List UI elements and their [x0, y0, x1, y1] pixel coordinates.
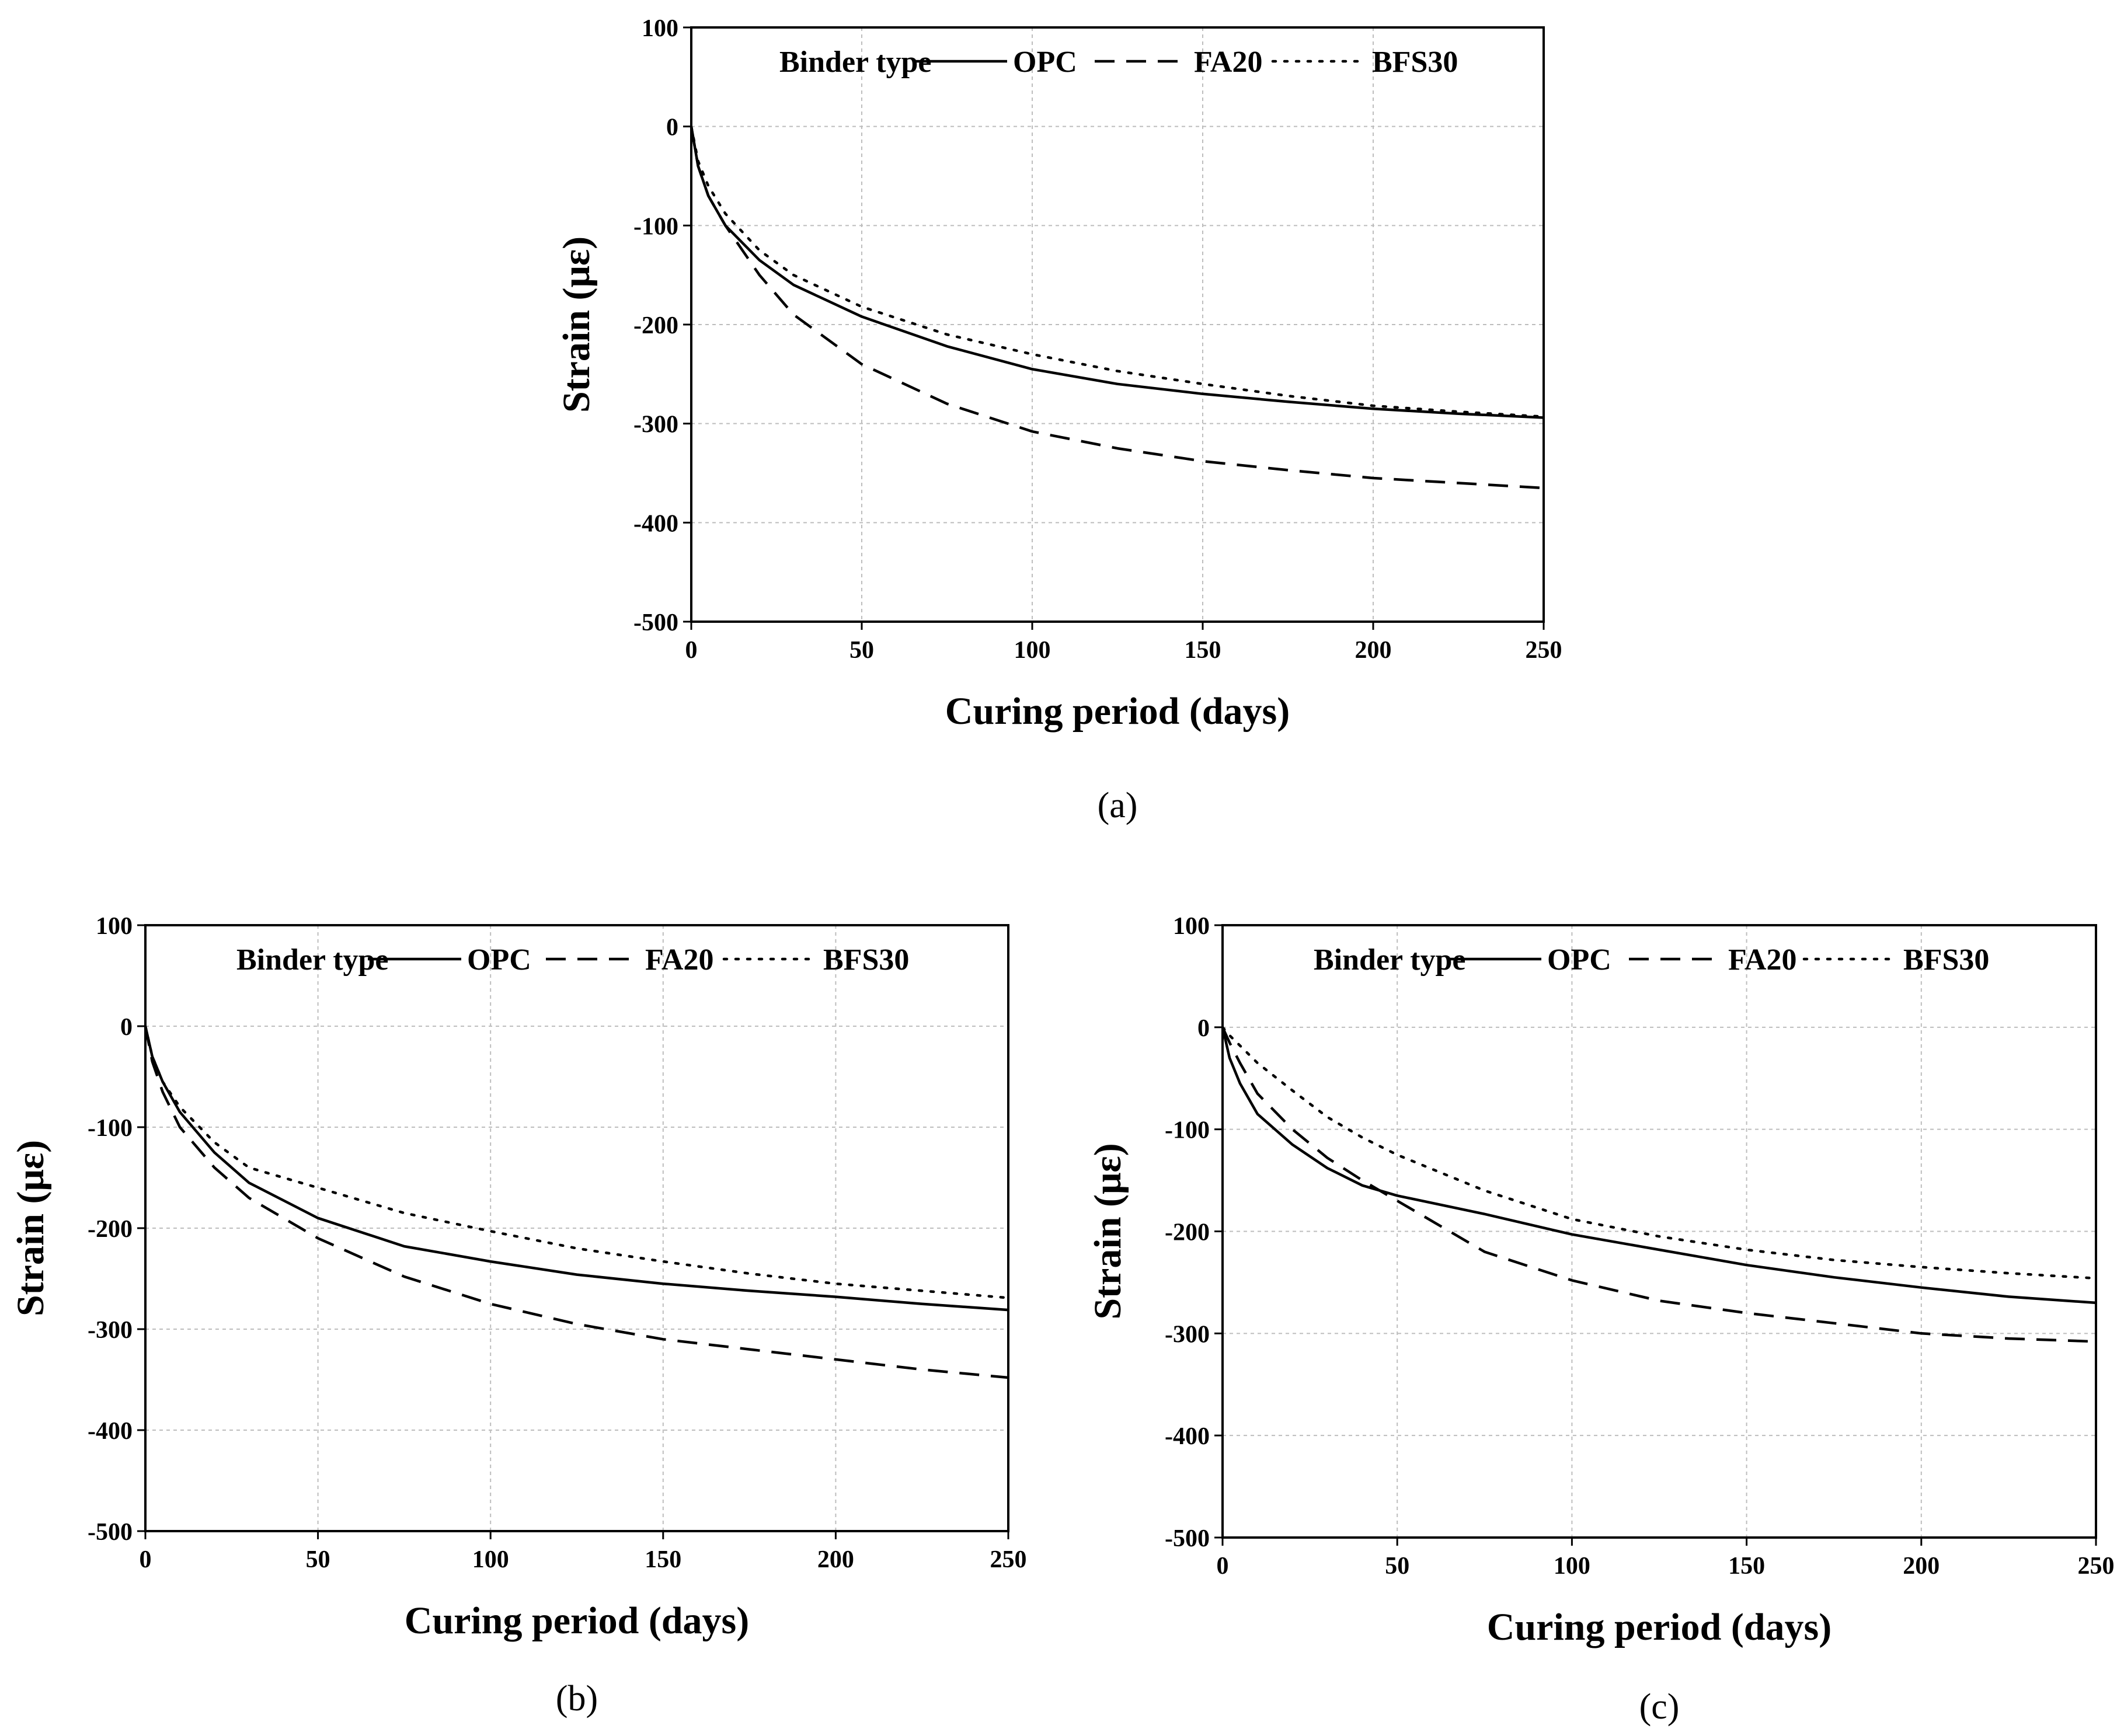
legend-label-bfs30: BFS30	[823, 943, 909, 977]
series-line-bfs30	[144, 1024, 1010, 1299]
y-tick-label: 0	[120, 1014, 133, 1041]
legend: Binder type OPC FA20 BFS30	[779, 46, 1458, 79]
x-tick-label: 150	[645, 1546, 681, 1573]
legend-label-fa20: FA20	[1194, 46, 1262, 79]
legend-label-fa20: FA20	[645, 943, 713, 977]
y-tick-label: -400	[1165, 1423, 1210, 1450]
series-line-opc	[690, 126, 1544, 419]
series-line-opc	[1221, 1027, 2097, 1305]
x-tick-label: 0	[1217, 1553, 1229, 1580]
y-tick-label: 100	[1173, 913, 1210, 940]
x-tick-label: 250	[1526, 637, 1562, 664]
legend: Binder type OPC FA20 BFS30	[1314, 943, 1989, 977]
x-tick-label: 250	[2078, 1553, 2115, 1580]
series-line-fa20	[144, 1026, 1009, 1379]
legend-label-opc: OPC	[1547, 943, 1611, 977]
x-tick-label: 50	[849, 637, 874, 664]
y-tick-label: -100	[88, 1115, 133, 1142]
legend: Binder type OPC FA20 BFS30	[236, 943, 909, 977]
y-tick-label: -400	[633, 510, 678, 537]
x-tick-label: 200	[817, 1546, 854, 1573]
x-tick-label: 50	[1385, 1553, 1409, 1580]
legend-title: Binder type	[1314, 943, 1466, 977]
y-axis-title: Strain (με)	[1087, 1143, 1129, 1319]
y-tick-label: 100	[642, 15, 678, 42]
y-tick-label: 0	[666, 114, 678, 141]
x-tick-label: 100	[472, 1546, 509, 1573]
legend-label-fa20: FA20	[1728, 943, 1796, 977]
y-tick-label: 0	[1197, 1015, 1210, 1042]
x-tick-label: 150	[1185, 637, 1221, 664]
series-line-bfs30	[690, 125, 1545, 419]
y-tick-label: -300	[1165, 1321, 1210, 1348]
y-tick-label: -400	[88, 1418, 133, 1445]
series-line-bfs30	[1221, 1026, 2098, 1280]
legend-label-opc: OPC	[467, 943, 531, 977]
y-tick-label: -100	[1165, 1117, 1210, 1144]
panel-label: (c)	[1639, 1687, 1680, 1727]
y-tick-label: -500	[1165, 1525, 1210, 1552]
y-tick-label: 100	[96, 913, 133, 940]
x-tick-label: 200	[1355, 637, 1392, 664]
y-tick-label: -100	[633, 213, 678, 240]
y-tick-label: -300	[88, 1317, 133, 1344]
y-tick-label: -200	[88, 1216, 133, 1243]
x-tick-label: 0	[140, 1546, 152, 1573]
y-axis-title: Strain (με)	[555, 236, 598, 413]
x-tick-label: 150	[1728, 1553, 1765, 1580]
legend-title: Binder type	[779, 46, 932, 79]
series-line-fa20	[690, 126, 1544, 490]
x-axis-title: Curing period (days)	[945, 690, 1290, 733]
series-line-opc	[144, 1026, 1009, 1312]
panel-label: (b)	[556, 1679, 598, 1718]
y-tick-label: -200	[633, 312, 678, 339]
series-line-fa20	[1221, 1026, 2097, 1343]
x-tick-label: 100	[1554, 1553, 1590, 1580]
y-tick-label: -500	[88, 1519, 133, 1546]
y-tick-label: -200	[1165, 1219, 1210, 1246]
chart-panel-c: 0 50 100 150 200 250 100 0 -100 -200 -300 -400 -500 C…	[1087, 913, 2115, 1727]
panel-label: (a)	[1098, 786, 1138, 825]
y-axis-title: Strain (με)	[9, 1140, 52, 1316]
legend-title: Binder type	[236, 943, 389, 977]
x-tick-label: 0	[685, 637, 698, 664]
chart-panel-a: 0 50 100 150 200 250 100 0 -100 -200 -300 -400 -500 C…	[555, 15, 1562, 825]
x-axis-title: Curing period (days)	[1487, 1606, 1831, 1648]
x-axis-title: Curing period (days)	[405, 1599, 749, 1642]
legend-label-bfs30: BFS30	[1372, 46, 1458, 79]
x-tick-label: 250	[990, 1546, 1027, 1573]
legend-label-opc: OPC	[1013, 46, 1077, 79]
legend-label-bfs30: BFS30	[1903, 943, 1989, 977]
x-tick-label: 100	[1014, 637, 1051, 664]
x-tick-label: 50	[306, 1546, 330, 1573]
chart-panel-b: 0 50 100 150 200 250 100 0 -100 -200 -300 -400 -500 C…	[9, 913, 1027, 1718]
y-tick-label: -300	[633, 412, 678, 438]
y-tick-label: -500	[633, 609, 678, 636]
x-tick-label: 200	[1903, 1553, 1940, 1580]
